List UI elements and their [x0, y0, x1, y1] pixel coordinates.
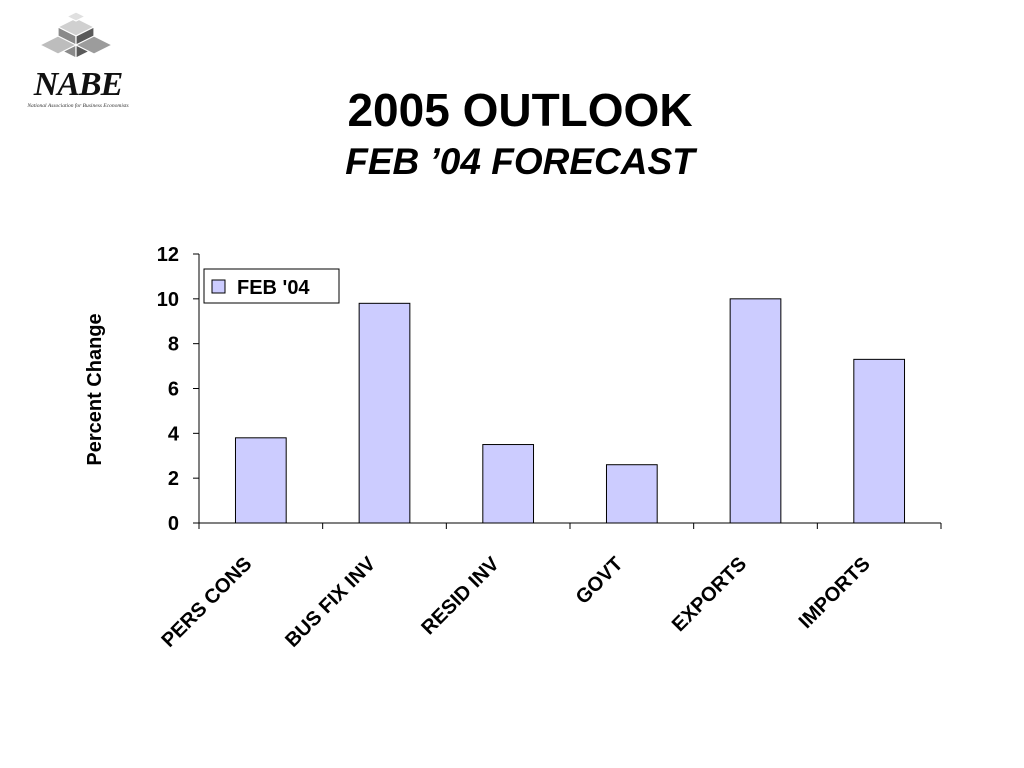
x-tick-label: GOVT	[572, 553, 628, 609]
nabe-logo: NABE National Association for Business E…	[14, 12, 138, 109]
bar	[729, 298, 782, 524]
y-axis-label: Percent Change	[84, 313, 106, 465]
logo-wordmark: NABE	[33, 66, 124, 103]
x-tick-label: PERS CONS	[158, 553, 257, 652]
bar	[605, 464, 658, 524]
y-tick-label: 10	[157, 289, 179, 311]
x-axis-labels: PERS CONS BUS FIX INV RESID INV GOVT EXPORTS…	[158, 553, 875, 652]
bars	[234, 298, 906, 524]
y-tick-label: 8	[168, 334, 179, 356]
logo-cube-icon	[38, 12, 114, 59]
legend-swatch	[211, 279, 226, 294]
page-title: 2005 OUTLOOK	[347, 84, 693, 136]
y-tick-label: 4	[168, 423, 180, 445]
y-tick-label: 12	[157, 244, 179, 266]
x-axis-ticks	[198, 523, 942, 529]
legend-label: FEB '04	[237, 277, 310, 299]
bar	[853, 358, 906, 524]
y-tick-label: 2	[168, 468, 179, 490]
y-axis-ticks: 0 2 4 6 8 10 12	[157, 244, 199, 535]
y-tick-label: 6	[168, 379, 179, 401]
x-tick-label: RESID INV	[417, 553, 504, 640]
x-tick-label: BUS FIX INV	[281, 553, 380, 652]
legend: FEB '04	[203, 268, 340, 304]
page-subtitle: FEB ’04 FORECAST	[345, 141, 695, 182]
bar	[234, 437, 287, 524]
bar	[358, 302, 411, 524]
x-tick-label: IMPORTS	[795, 553, 875, 633]
y-tick-label: 0	[168, 513, 179, 535]
logo-tagline: National Association for Business Econom…	[27, 103, 129, 109]
x-tick-label: EXPORTS	[668, 553, 751, 636]
legend-box	[203, 268, 340, 304]
bar	[482, 444, 535, 524]
